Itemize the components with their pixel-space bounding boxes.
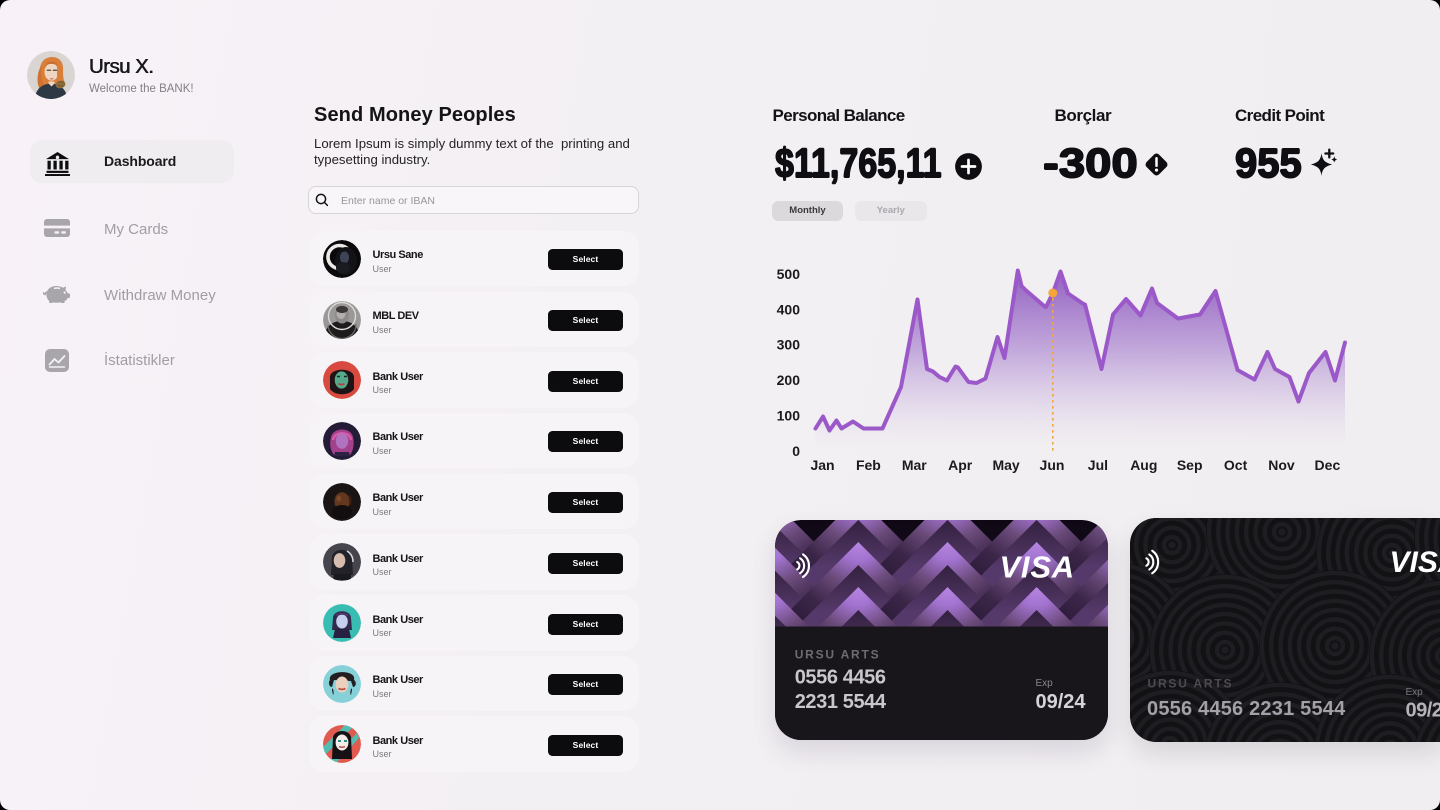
svg-text:Jul: Jul — [1088, 457, 1108, 473]
svg-text:09/24: 09/24 — [1406, 700, 1440, 722]
svg-text:Exp: Exp — [1036, 678, 1054, 689]
svg-text:Dec: Dec — [1315, 457, 1341, 473]
svg-text:May: May — [992, 457, 1019, 473]
svg-text:VISA: VISA — [999, 550, 1075, 585]
svg-text:0556 4456 2231 5544: 0556 4456 2231 5544 — [1147, 698, 1346, 720]
svg-text:Aug: Aug — [1130, 457, 1157, 473]
svg-text:Jan: Jan — [810, 457, 834, 473]
svg-text:Nov: Nov — [1268, 457, 1295, 473]
svg-text:09/24: 09/24 — [1036, 691, 1087, 713]
svg-text:VISA: VISA — [1390, 546, 1440, 579]
svg-text:Exp: Exp — [1406, 687, 1424, 698]
svg-text:0: 0 — [792, 443, 800, 459]
svg-text:URSU ARTS: URSU ARTS — [795, 648, 881, 662]
svg-text:300: 300 — [777, 337, 801, 353]
svg-text:Apr: Apr — [948, 457, 973, 473]
svg-text:Mar: Mar — [902, 457, 927, 473]
svg-text:0556 4456: 0556 4456 — [795, 666, 886, 688]
svg-text:Jun: Jun — [1040, 457, 1065, 473]
svg-text:100: 100 — [777, 407, 801, 423]
svg-text:2231 5544: 2231 5544 — [795, 691, 887, 713]
svg-text:Sep: Sep — [1177, 457, 1203, 473]
svg-text:400: 400 — [777, 301, 801, 317]
svg-text:Oct: Oct — [1224, 457, 1248, 473]
svg-text:200: 200 — [777, 372, 801, 388]
svg-text:500: 500 — [777, 266, 801, 282]
svg-text:Feb: Feb — [856, 457, 881, 473]
svg-text:URSU ARTS: URSU ARTS — [1148, 677, 1234, 691]
